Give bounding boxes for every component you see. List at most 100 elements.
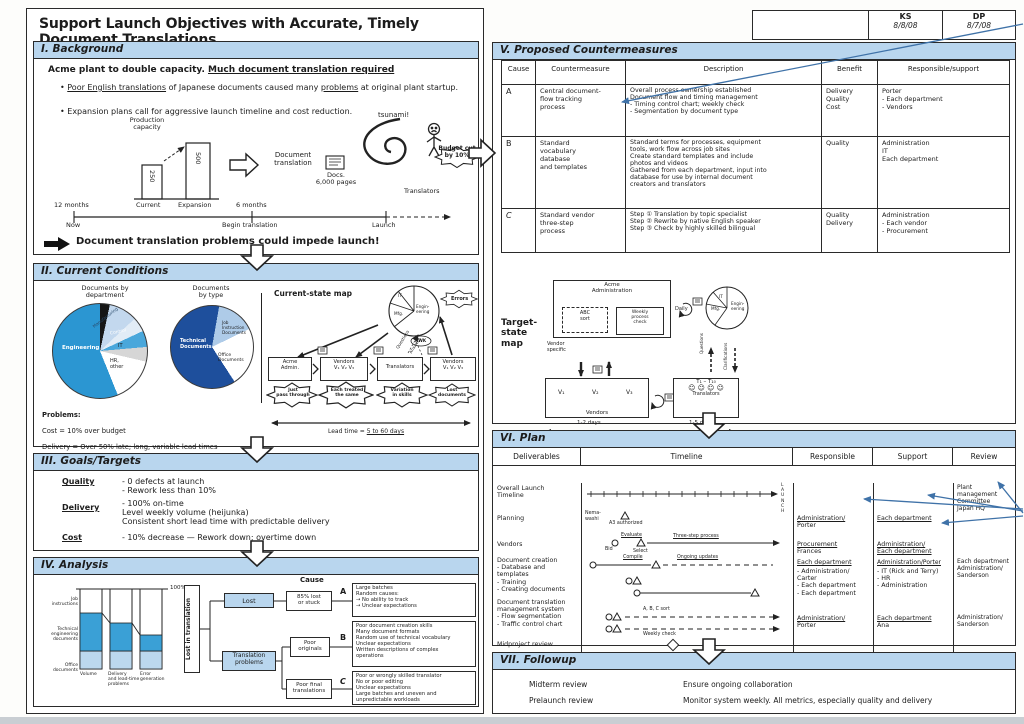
bullet-glyph: • bbox=[60, 83, 65, 92]
translators-label: Translators bbox=[404, 187, 440, 195]
col-responsible: Responsible/support bbox=[877, 60, 1010, 85]
background-lead: Acme plant to double capacity. Much docu… bbox=[48, 65, 394, 75]
analysis-label-office-docs: Office documents bbox=[52, 663, 78, 674]
timeline-6-months: 6 months bbox=[236, 201, 267, 209]
pie-department-title: Documents by department bbox=[81, 284, 129, 300]
section-analysis-content: 100% Job instructions Technical engineer… bbox=[34, 575, 478, 706]
timeline-begin-translation: Begin translation bbox=[222, 221, 278, 229]
tl-evaluate: Evaluate bbox=[621, 533, 642, 538]
goal-quality-label: Quality bbox=[62, 477, 95, 486]
timeline-12-months: 12 months bbox=[54, 201, 89, 209]
map-box-translators: Translators bbox=[377, 357, 423, 381]
tsunami-label: tsunami! bbox=[378, 111, 410, 119]
timeline-launch: Launch bbox=[372, 221, 396, 229]
plan-divider-4 bbox=[953, 483, 954, 662]
signoff-table: KS 8/8/08 DP 8/7/08 bbox=[752, 10, 1016, 40]
map-pie-mfg: Mfg. bbox=[394, 311, 404, 316]
deliverable-overall-launch: Overall Launch Timeline bbox=[497, 485, 545, 499]
translator-range: T₁ – T₁₀ bbox=[696, 379, 716, 385]
bullet1-underline1: Poor English translations bbox=[67, 83, 167, 92]
translation-problems-box: Translation problems bbox=[222, 651, 276, 671]
deliverable-planning: Planning bbox=[497, 515, 525, 522]
goal-delivery-label: Delivery bbox=[62, 503, 100, 512]
divider-line bbox=[261, 293, 262, 403]
row-c-countermeasure: Standard vendor three-step process bbox=[535, 208, 626, 253]
section-countermeasures-header: V. Proposed Countermeasures bbox=[493, 43, 1015, 60]
burst-just-pass-through: Just pass through bbox=[276, 388, 310, 399]
pie1-label-engineering: Engineering bbox=[62, 345, 100, 351]
rev-overall: Plant management Committee Japan HQ bbox=[957, 484, 998, 512]
expansion-bar-label: Expansion bbox=[178, 201, 212, 209]
vendor-3: V₃ bbox=[626, 389, 633, 396]
deliverable-midproject-review: Midproject review bbox=[497, 641, 553, 648]
current-bar-label: Current bbox=[136, 201, 161, 209]
tl-ongoing-updates: Ongoing updates bbox=[677, 555, 719, 560]
plan-col-deliverables: Deliverables bbox=[493, 448, 581, 465]
pie2-label-technical: Technical Documents bbox=[180, 338, 212, 350]
countermeasures-table: Cause Countermeasure Description Benefit… bbox=[501, 60, 1010, 253]
bullet1-underline2: problems bbox=[320, 83, 359, 92]
cause-header: Cause bbox=[300, 576, 324, 584]
tl-bid: Bid bbox=[605, 547, 613, 552]
plan-divider-1 bbox=[581, 483, 582, 662]
section-plan: VI. Plan Deliverables Timeline Responsib… bbox=[492, 430, 1016, 662]
vendors-box: V₁ V₂ V₃ Vendors bbox=[545, 378, 649, 418]
down-arrow-2-3 bbox=[239, 436, 275, 464]
deliverable-doc-translation-system: Document translation management system -… bbox=[497, 599, 566, 628]
acme-administration-label: Acme Administration bbox=[591, 282, 633, 295]
row-c-benefit: Quality Delivery bbox=[821, 208, 878, 253]
scan-edge-strip bbox=[0, 717, 1024, 724]
section-countermeasures: V. Proposed Countermeasures Cause Counte… bbox=[492, 42, 1016, 583]
row-b-countermeasure: Standard vocabulary database and templat… bbox=[535, 136, 626, 209]
tl-select: Select bbox=[633, 549, 648, 554]
questions-vertical-label: Questions bbox=[699, 333, 704, 354]
launch-vertical: L A U N C H bbox=[781, 483, 785, 514]
docs-label: Docs. 6,000 pages bbox=[315, 171, 357, 187]
bullet-glyph: • bbox=[60, 107, 65, 116]
sup-planning: Each department bbox=[877, 515, 932, 522]
tm-pie-mfg: Mfg. bbox=[711, 306, 721, 311]
errors-burst-label: Errors bbox=[451, 296, 469, 302]
col-countermeasure: Countermeasure bbox=[535, 60, 626, 85]
section-analysis-header: IV. Analysis bbox=[34, 558, 478, 575]
signoff-empty-cell bbox=[753, 11, 869, 39]
vendors-box-label: Vendors bbox=[585, 410, 609, 416]
background-warning: Document translation problems could impe… bbox=[76, 236, 380, 247]
row-a-countermeasure: Central document- flow tracking process bbox=[535, 84, 626, 137]
cause-c-details: Poor or wrongly skilled translator No or… bbox=[352, 671, 476, 705]
section-plan-header: VI. Plan bbox=[493, 431, 1015, 448]
section-goals-targets: III. Goals/Targets Quality - 0 defects a… bbox=[33, 453, 479, 551]
map-pie-engineering: Engin- eering bbox=[416, 304, 430, 314]
cause-b-details: Poor document creation skills Many docum… bbox=[352, 621, 476, 667]
background-bullet-1: • Poor English translations of Japanese … bbox=[60, 83, 464, 92]
section-analysis: IV. Analysis 100% Job instructions bbox=[33, 557, 479, 707]
plan-timeline-glyphs bbox=[587, 491, 780, 652]
row-b-description: Standard terms for processes, equipment … bbox=[625, 136, 822, 209]
goal-quality-text: - 0 defects at launch - Rework less than… bbox=[122, 477, 216, 495]
sup-doc-creation: - IT (Rick and Terry) - HR - Administrat… bbox=[877, 568, 939, 590]
plan-col-review: Review bbox=[970, 452, 998, 461]
goal-cost-label: Cost bbox=[62, 533, 82, 542]
plan-divider-3 bbox=[873, 483, 874, 662]
map-box-vendors-2: Vendors V₁ V₂ V₃ bbox=[430, 357, 476, 381]
left-sheet: Support Launch Objectives with Accurate,… bbox=[26, 8, 484, 714]
resp-doc-translation: Administration/ Porter bbox=[797, 615, 846, 629]
background-bullet-2: • Expansion plans call for aggressive la… bbox=[60, 107, 352, 116]
vendor-2: V₂ bbox=[592, 389, 599, 396]
map-pie-it: IT bbox=[398, 293, 402, 298]
tm-pie-it: IT bbox=[719, 294, 723, 299]
daily-label: Daily bbox=[675, 306, 688, 312]
resp-vendors: Procurement Frances bbox=[797, 541, 838, 555]
row-b-responsible: Administration IT Each department bbox=[877, 136, 1010, 209]
timeline-now: Now bbox=[66, 221, 81, 229]
lost-box: Lost bbox=[224, 593, 274, 608]
down-arrow-5-6 bbox=[691, 412, 727, 440]
background-diagram bbox=[44, 117, 480, 251]
pie-type-title: Documents by type bbox=[192, 284, 230, 300]
lost-in-translation-label: Lost in translation bbox=[185, 597, 192, 661]
box-poor-originals: Poor originals bbox=[290, 637, 330, 657]
vendor-specific-label: Vendor specific bbox=[547, 341, 566, 353]
pie-documents-by-department bbox=[52, 303, 148, 399]
lead-normal: Acme plant to double capacity. bbox=[48, 65, 209, 75]
